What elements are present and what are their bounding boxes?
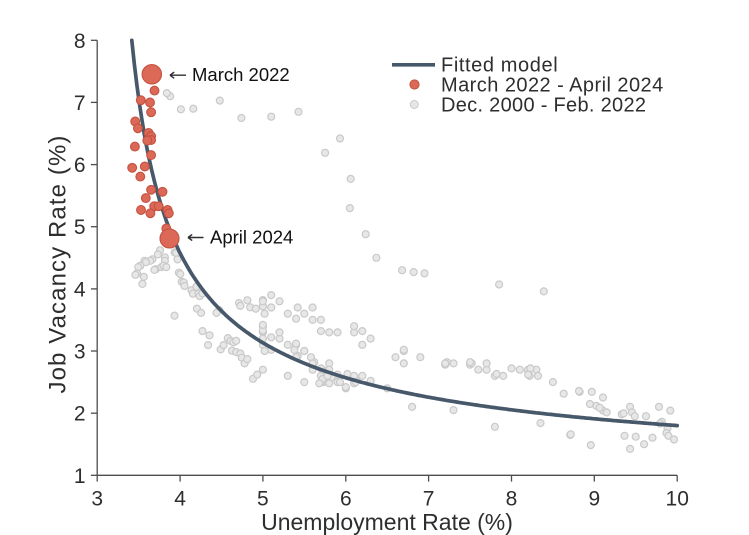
svg-text:7: 7	[74, 92, 86, 115]
svg-text:8: 8	[74, 30, 86, 53]
svg-text:6: 6	[340, 488, 352, 511]
svg-text:4: 4	[74, 278, 86, 301]
svg-text:3: 3	[91, 488, 103, 511]
svg-text:5: 5	[74, 216, 86, 239]
svg-text:9: 9	[588, 488, 600, 511]
svg-text:Dec. 2000 - Feb. 2022: Dec. 2000 - Feb. 2022	[441, 94, 646, 116]
svg-text:Unemployment Rate (%): Unemployment Rate (%)	[261, 509, 513, 535]
svg-text:April 2024: April 2024	[210, 227, 293, 248]
svg-text:3: 3	[74, 341, 86, 364]
svg-text:Fitted model: Fitted model	[441, 55, 558, 77]
svg-text:March 2022: March 2022	[192, 64, 290, 85]
svg-text:6: 6	[74, 154, 86, 177]
svg-text:5: 5	[257, 488, 269, 511]
svg-text:Job Vacancy Rate (%): Job Vacancy Rate (%)	[45, 135, 72, 394]
svg-text:March 2022 - April 2024: March 2022 - April 2024	[441, 75, 664, 97]
svg-text:4: 4	[174, 488, 186, 511]
svg-text:10: 10	[666, 488, 689, 511]
svg-text:1: 1	[74, 465, 86, 488]
svg-text:7: 7	[423, 488, 435, 511]
svg-text:2: 2	[74, 403, 86, 426]
svg-text:8: 8	[506, 488, 518, 511]
